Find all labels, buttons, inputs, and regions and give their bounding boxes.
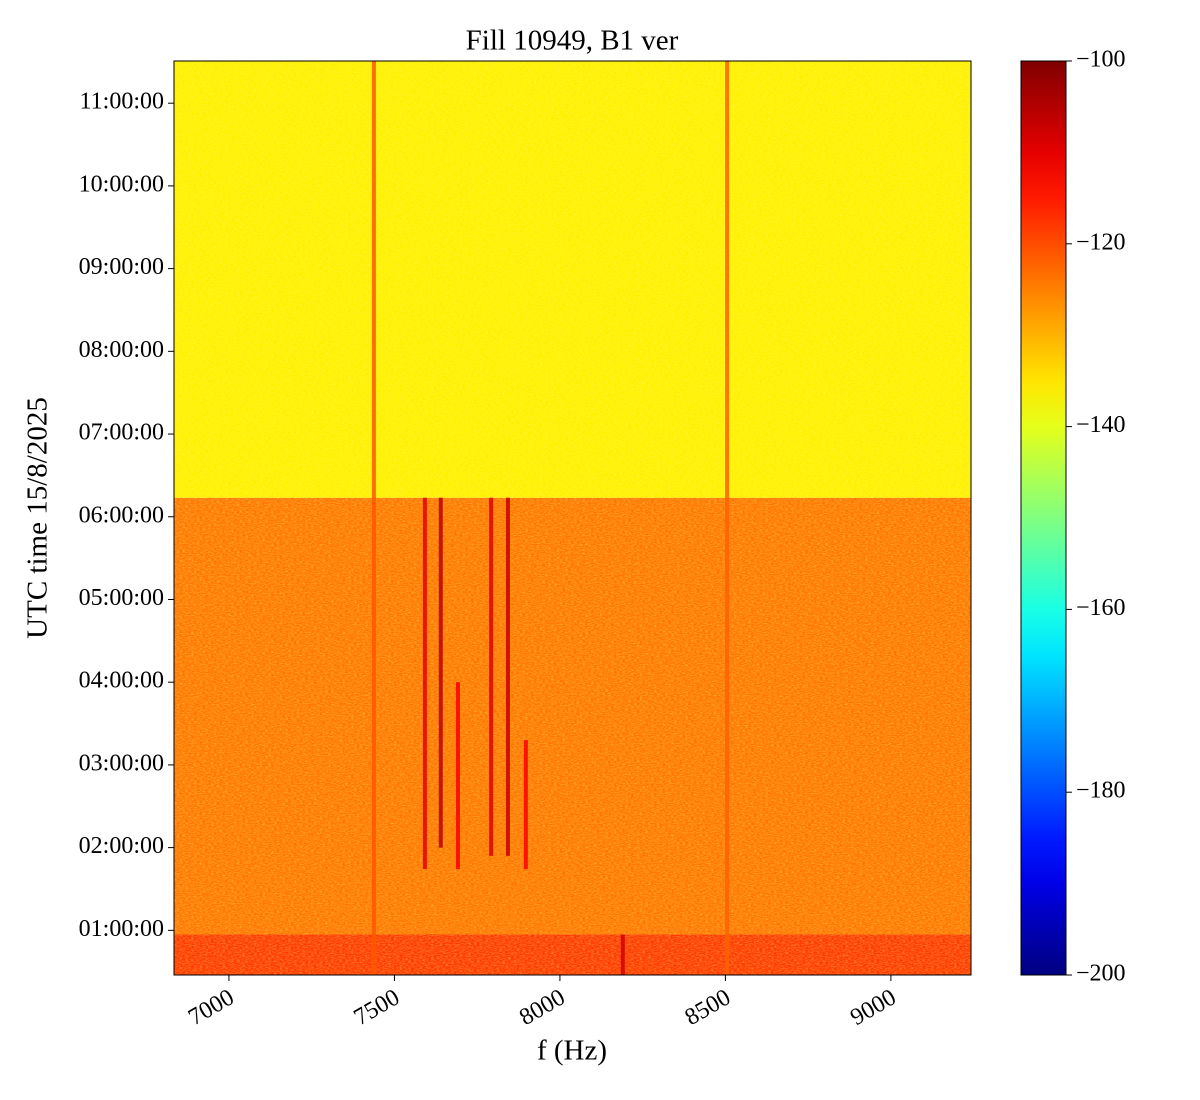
x-tick-label: 8500 <box>681 984 736 1031</box>
y-tick-label: 07:00:00 <box>79 420 164 446</box>
spectral-line <box>489 497 494 856</box>
spectral-line <box>505 497 510 856</box>
plot-frame <box>173 60 972 976</box>
y-tick-label: 05:00:00 <box>79 585 164 611</box>
y-tick-label: 08:00:00 <box>79 337 164 363</box>
y-tick-label: 04:00:00 <box>79 668 164 694</box>
colorbar-tick-label: −160 <box>1076 595 1126 621</box>
x-tick-label: 7000 <box>184 984 239 1031</box>
colorbar-tick-label: −120 <box>1076 229 1126 255</box>
y-tick-label: 03:00:00 <box>79 750 164 776</box>
x-tick-label: 8000 <box>515 984 570 1031</box>
y-tick-label: 09:00:00 <box>79 254 164 280</box>
spectral-line <box>438 497 443 848</box>
y-tick-label: 01:00:00 <box>79 916 164 942</box>
x-axis-label: f (Hz) <box>537 1035 607 1067</box>
noise-texture <box>174 61 971 975</box>
y-tick-label: 11:00:00 <box>80 89 164 115</box>
spectral-line <box>523 740 528 870</box>
colorbar-tick-label: −140 <box>1076 412 1126 438</box>
x-tick-label: 7500 <box>350 984 405 1031</box>
spectral-line <box>422 497 427 870</box>
colorbar-tick-label: −200 <box>1076 961 1126 987</box>
chart-title: Fill 10949, B1 ver <box>466 25 679 57</box>
spectral-line <box>455 682 460 870</box>
colorbar-tick-label: −100 <box>1076 47 1126 73</box>
spectral-line <box>371 61 376 975</box>
spectral-line <box>620 934 625 975</box>
colorbar <box>1020 60 1067 976</box>
x-tick-label: 9000 <box>846 984 901 1031</box>
y-tick-label: 10:00:00 <box>79 171 164 197</box>
y-tick-label: 06:00:00 <box>79 502 164 528</box>
plot-area <box>174 61 971 975</box>
y-tick-label: 02:00:00 <box>79 833 164 859</box>
y-axis-label: UTC time 15/8/2025 <box>22 397 54 639</box>
spectral-line <box>725 61 730 975</box>
colorbar-tick-label: −180 <box>1076 778 1126 804</box>
